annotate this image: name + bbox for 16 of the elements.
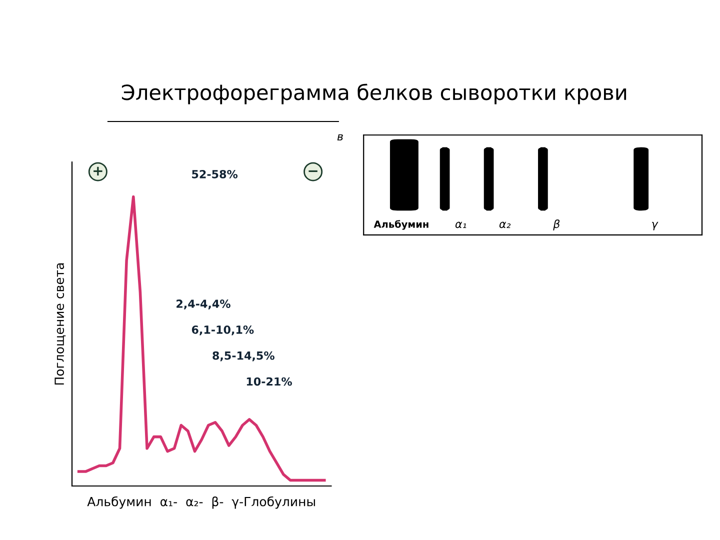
annotation: 2,4-4,4% [176,300,230,310]
text: γ [652,222,658,230]
text: Альбумин [374,220,428,230]
text: − [308,170,318,172]
annotation: 6,1-10,1% [192,325,254,336]
annotation: 10-21% [246,377,292,386]
x-axis-title: Альбумин α₁- α₂- β- γ-Глобулины [87,496,315,509]
text: 52-58% [192,170,238,178]
annotation: 8,5-14,5% [212,351,274,362]
y-axis-title: Поглощение света [54,263,66,385]
text: β [553,220,560,230]
text: α₁ [455,222,466,228]
text: в [337,134,343,140]
text: Электрофореграмма белков сыворотки крови [122,84,626,104]
text: α₂ [499,222,511,228]
text: + [94,166,102,176]
